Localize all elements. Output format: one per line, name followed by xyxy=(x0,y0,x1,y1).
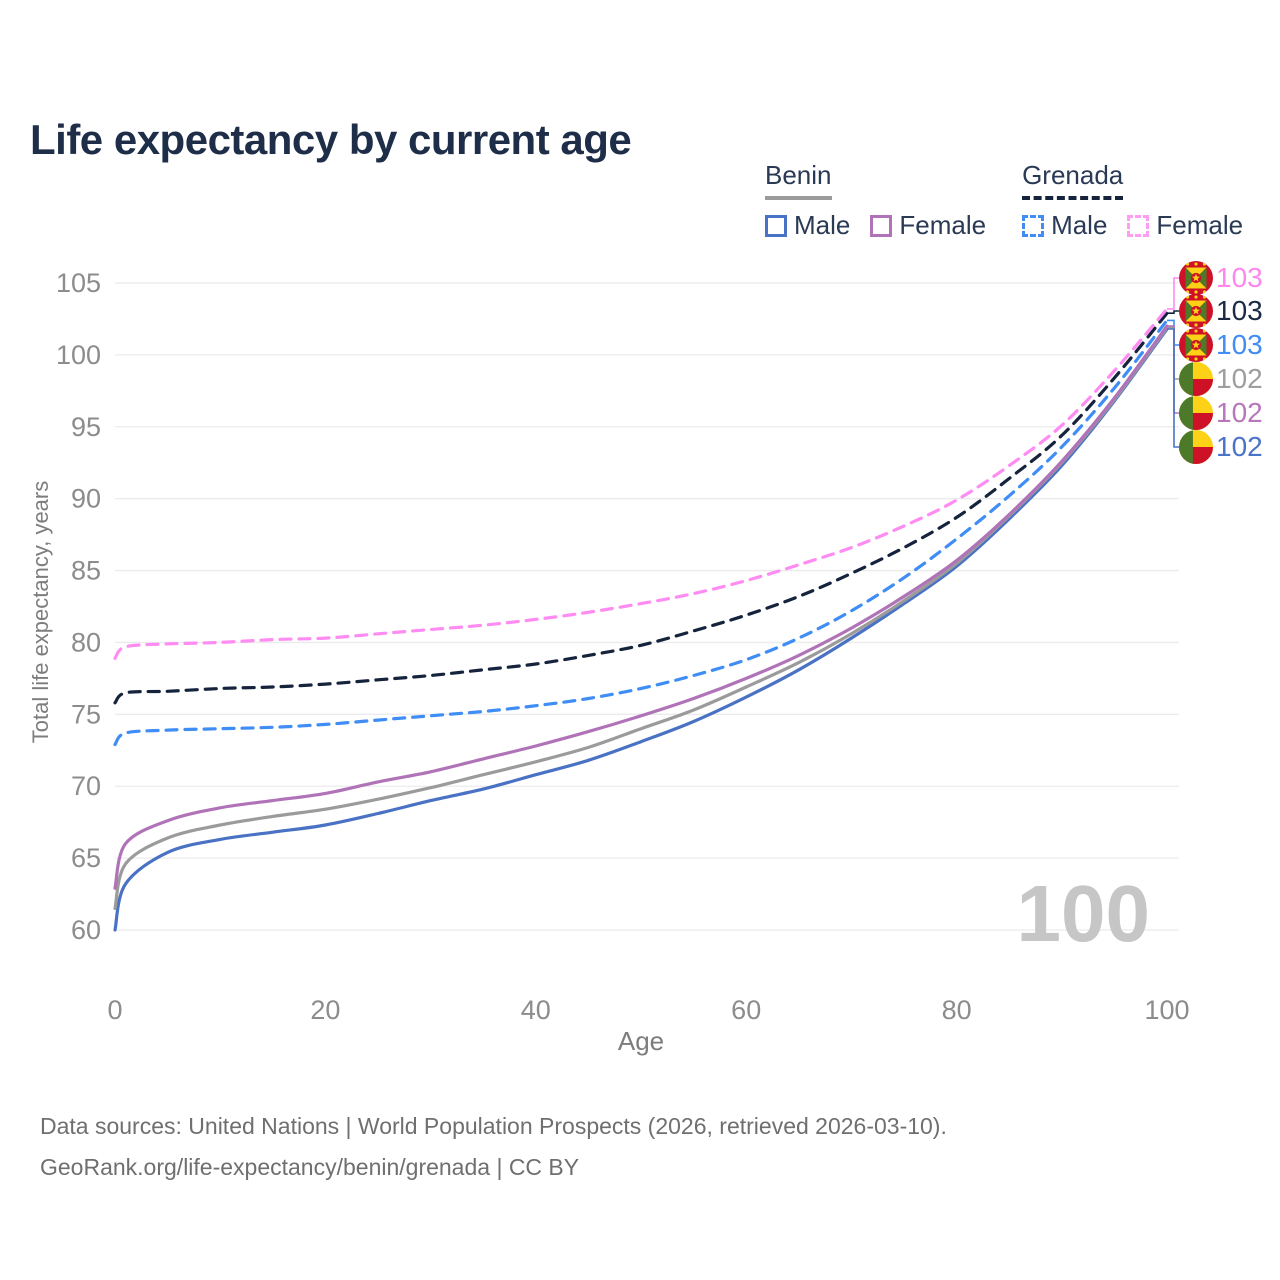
leader-line-benin-total xyxy=(1167,326,1179,380)
y-tick-label: 95 xyxy=(71,412,101,442)
end-value-label-grenada-total: 103 xyxy=(1216,295,1263,326)
series-line-grenada-female xyxy=(113,307,1169,660)
footer-line-1: Data sources: United Nations | World Pop… xyxy=(40,1113,947,1139)
end-value-label-benin-female: 102 xyxy=(1216,397,1263,428)
benin-flag-icon xyxy=(1179,430,1213,464)
y-tick-label: 100 xyxy=(56,340,101,370)
y-axis-title: Total life expectancy, years xyxy=(28,481,53,744)
series-line-grenada-total xyxy=(113,311,1169,705)
page-title: Life expectancy by current age xyxy=(30,116,632,164)
legend-item-label: Male xyxy=(794,210,851,240)
end-value-label-grenada-female: 103 xyxy=(1216,262,1263,293)
chart-legend: Benin Male Female Grenada Male xyxy=(765,160,1243,241)
life-expectancy-line-chart: 60 65 70 75 80 85 90 95 100 105 0 20 40 60 80 100 Age Tot… xyxy=(28,261,1263,1056)
benin-male-swatch-icon xyxy=(765,214,787,237)
y-tick-label: 70 xyxy=(71,771,101,801)
grenada-flag-icon xyxy=(1179,328,1213,362)
benin-flag-icon xyxy=(1179,362,1213,396)
legend-item-benin-female[interactable]: Female xyxy=(870,210,986,241)
leader-line-benin-male xyxy=(1167,328,1179,448)
leader-line-grenada-total xyxy=(1167,310,1179,315)
legend-group-grenada: Grenada Male Female xyxy=(1022,160,1243,241)
legend-item-grenada-female[interactable]: Female xyxy=(1127,210,1243,241)
y-tick-label: 65 xyxy=(71,843,101,873)
footer-line-2: GeoRank.org/life-expectancy/benin/grenad… xyxy=(40,1154,580,1180)
grenada-male-swatch-icon xyxy=(1022,214,1045,237)
series-line-grenada-male xyxy=(113,318,1169,747)
legend-item-grenada-male[interactable]: Male xyxy=(1022,210,1107,241)
series-line-benin-male xyxy=(113,327,1169,932)
x-tick-label: 40 xyxy=(521,995,551,1025)
end-value-label-grenada-male: 103 xyxy=(1216,329,1263,360)
legend-item-label: Female xyxy=(899,210,987,240)
end-value-label-benin-total: 102 xyxy=(1216,363,1263,394)
y-tick-label: 60 xyxy=(71,915,101,945)
y-tick-label: 90 xyxy=(71,484,101,514)
leader-line-benin-female xyxy=(1167,325,1179,414)
legend-item-label: Female xyxy=(1156,210,1244,240)
benin-female-swatch-icon xyxy=(870,214,893,237)
x-tick-label: 20 xyxy=(310,995,340,1025)
legend-group-benin: Benin Male Female xyxy=(765,160,986,241)
grenada-female-swatch-icon xyxy=(1127,214,1150,237)
legend-item-label: Male xyxy=(1051,210,1108,240)
legend-item-benin-male[interactable]: Male xyxy=(765,210,850,241)
y-tick-label: 75 xyxy=(71,699,101,729)
benin-flag-icon xyxy=(1179,396,1213,430)
x-tick-label: 0 xyxy=(107,995,122,1025)
series-line-benin-female xyxy=(113,324,1169,890)
end-value-label-benin-male: 102 xyxy=(1216,431,1263,462)
x-tick-label: 100 xyxy=(1144,995,1189,1025)
x-axis-title: Age xyxy=(618,1026,664,1056)
legend-group-benin-label: Benin xyxy=(765,160,832,200)
grenada-flag-icon xyxy=(1179,294,1213,328)
leader-line-grenada-male xyxy=(1167,319,1179,346)
series-line-benin-total xyxy=(113,326,1169,910)
x-tick-label: 80 xyxy=(942,995,972,1025)
y-tick-label: 80 xyxy=(71,627,101,657)
x-tick-label: 60 xyxy=(731,995,761,1025)
legend-group-grenada-label: Grenada xyxy=(1022,160,1124,200)
leader-line-grenada-female xyxy=(1167,277,1179,310)
grenada-flag-icon xyxy=(1179,261,1213,295)
data-source-note: Data sources: United Nations | World Pop… xyxy=(40,1106,947,1188)
y-tick-label: 85 xyxy=(71,556,101,586)
y-tick-label: 105 xyxy=(56,268,101,298)
watermark-age-counter: 100 xyxy=(1017,869,1150,958)
